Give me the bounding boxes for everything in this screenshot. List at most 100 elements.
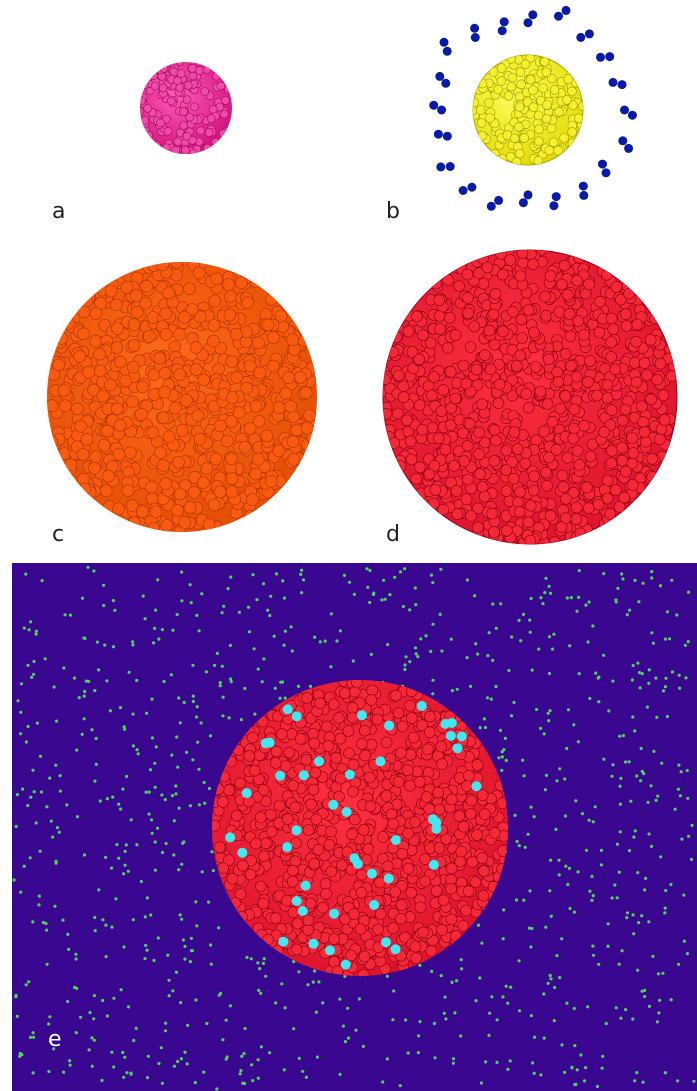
bead [530,434,543,447]
bead [466,856,479,868]
solvent [624,760,628,764]
bead [96,389,110,403]
bead [136,505,149,519]
bead [327,698,340,711]
bead [80,294,93,308]
bead [441,342,454,354]
solvent [29,795,33,799]
bead [573,113,583,124]
solvent [204,670,208,674]
solvent [222,604,226,608]
bead [604,507,617,520]
bead [186,303,199,316]
solvent [123,727,127,731]
bead [289,801,301,814]
solvent [110,1050,114,1054]
bead [159,64,169,73]
solvent [221,714,225,718]
solvent [124,843,128,847]
solvent [385,1057,389,1061]
solvent [568,906,572,911]
ion [433,129,443,139]
bead [192,266,206,280]
solvent [55,826,60,830]
solvent [621,577,625,581]
bead [425,945,438,957]
solvent [281,579,285,583]
bead [159,307,173,321]
bead [114,355,127,369]
solvent [264,974,268,978]
bead [563,308,576,320]
solvent [620,949,624,953]
solvent [31,1031,35,1035]
solvent [103,643,107,647]
solvent [220,611,224,615]
bead [246,731,259,744]
solvent [29,620,33,624]
solvent [632,835,636,839]
solvent [494,684,498,689]
solvent [247,630,252,634]
solvent [224,1018,228,1022]
bead [522,516,535,529]
solvent [48,776,52,780]
solvent [684,676,688,680]
solvent [123,1055,127,1059]
panel-label: b [386,199,400,224]
bead [620,308,632,321]
solvent [268,613,272,618]
adsorbate [340,959,351,970]
adsorbate [237,847,248,858]
ion [437,105,447,115]
solvent [189,601,193,605]
bead [190,102,199,111]
solvent [343,974,347,979]
adsorbate [428,859,439,870]
solvent [539,1073,543,1077]
solvent [28,856,32,860]
solvent [523,845,527,849]
bead [158,83,168,93]
bead [445,882,458,895]
solvent [77,696,81,700]
bead [586,438,599,451]
bead [359,749,372,762]
bead [478,490,491,503]
bead [214,841,226,854]
bead [302,914,315,927]
bead [251,452,265,466]
bead [496,76,507,86]
bead [111,322,124,335]
solvent [181,938,185,942]
solvent [43,657,47,661]
bead [76,448,90,461]
solvent [647,832,651,836]
bead [541,398,554,410]
solvent [166,953,170,957]
solvent [619,776,623,781]
solvent [690,823,694,828]
solvent [654,676,658,680]
bead [546,415,559,428]
bead [173,327,186,341]
solvent [519,639,523,643]
solvent [19,732,23,736]
solvent [262,657,266,661]
solvent [640,989,644,993]
adsorbate [384,720,395,731]
bead [190,363,203,376]
bead [243,510,257,523]
bead [395,899,408,911]
solvent [577,595,581,600]
bead [257,784,270,796]
solvent [94,762,98,767]
bead [485,113,495,123]
bead [207,334,220,348]
solvent [591,820,595,824]
bead [514,102,525,112]
bead [427,497,440,510]
solvent [111,645,116,649]
solvent [126,869,130,873]
ion [561,5,571,15]
